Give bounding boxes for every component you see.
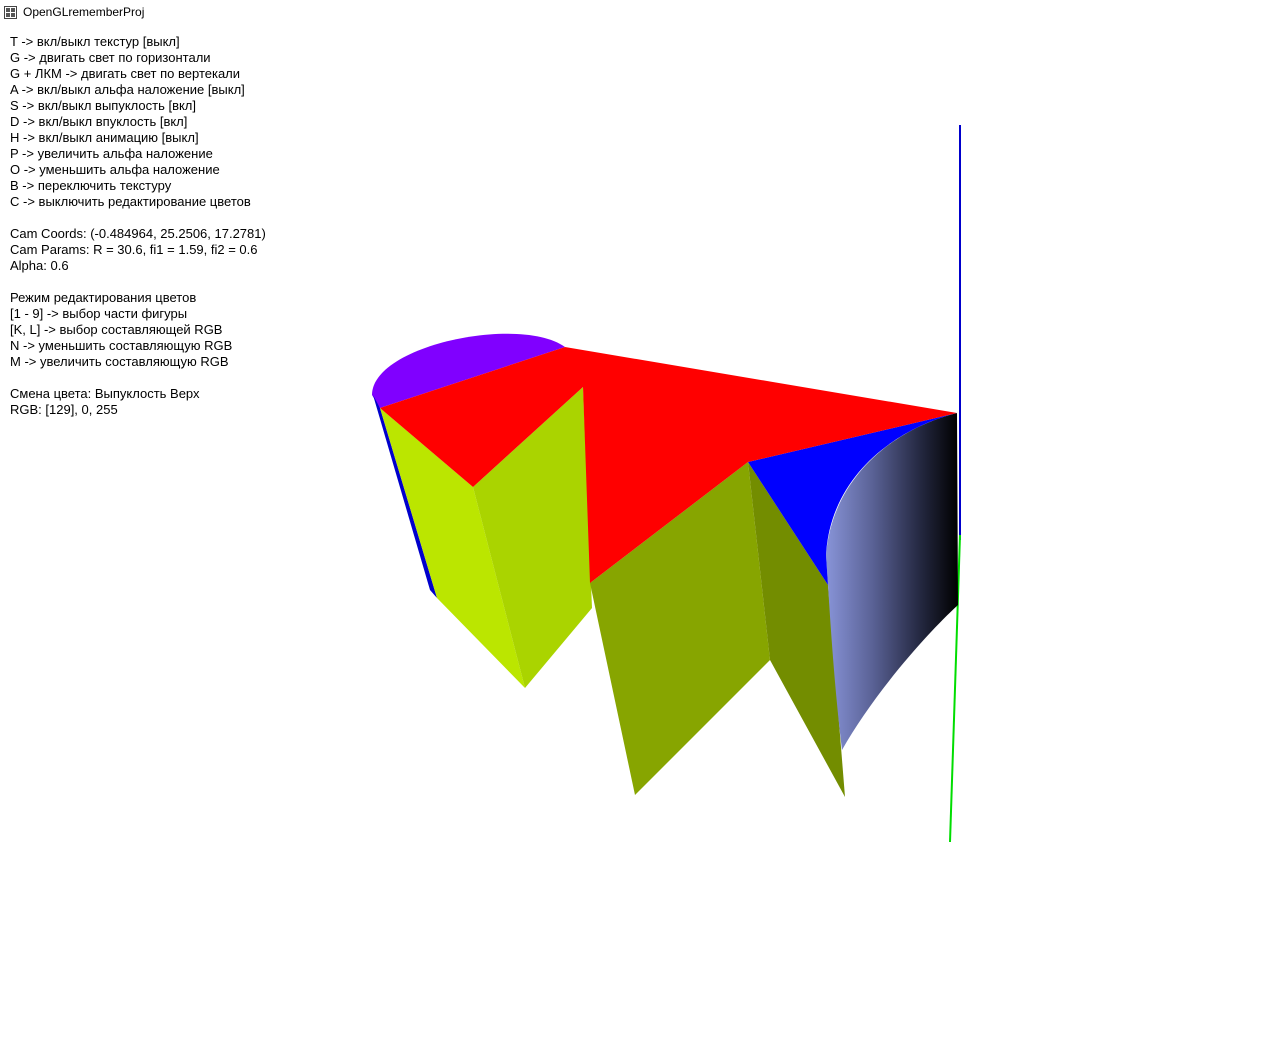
hud-line: O -> уменьшить альфа наложение: [10, 162, 220, 177]
concave-wall: [826, 413, 958, 750]
gl-viewport[interactable]: T -> вкл/выкл текстур [выкл] G -> двигат…: [0, 24, 1280, 1040]
hud-line: N -> уменьшить составляющую RGB: [10, 338, 233, 353]
hud-line: P -> увеличить альфа наложение: [10, 146, 213, 161]
wall-right: [748, 462, 845, 797]
hud-line: T -> вкл/выкл текстур [выкл]: [10, 34, 180, 49]
hud-blank: [10, 274, 266, 290]
hud-cam-params: Cam Params: R = 30.6, fi1 = 1.59, fi2 = …: [10, 242, 258, 257]
hud-line: M -> увеличить составляющую RGB: [10, 354, 229, 369]
hud-blank: [10, 370, 266, 386]
hud-alpha: Alpha: 0.6: [10, 258, 69, 273]
hud-line: H -> вкл/выкл анимацию [выкл]: [10, 130, 199, 145]
wall-middle: [590, 462, 770, 795]
hud-color-target: Смена цвета: Выпуклость Верх: [10, 386, 200, 401]
hud-line: [1 - 9] -> выбор части фигуры: [10, 306, 188, 321]
wall-left-mid: [473, 387, 592, 688]
hud-color-mode-title: Режим редактирования цветов: [10, 290, 197, 305]
hud-line: G + ЛКМ -> двигать свет по вертекали: [10, 66, 241, 81]
hud-line: C -> выключить редактирование цветов: [10, 194, 251, 209]
hud-rgb: RGB: [129], 0, 255: [10, 402, 118, 417]
window-title: OpenGLrememberProj: [23, 5, 145, 19]
concave-top-face: [748, 413, 957, 585]
hud-line: S -> вкл/выкл выпуклость [вкл]: [10, 98, 197, 113]
wall-left-light: [380, 408, 525, 688]
window-app-icon[interactable]: [4, 5, 17, 19]
hud-cam-coords: Cam Coords: (-0.484964, 25.2506, 17.2781…: [10, 226, 266, 241]
hud-line: D -> вкл/выкл впуклость [вкл]: [10, 114, 188, 129]
hud-line: [K, L] -> выбор составляющей RGB: [10, 322, 223, 337]
hud-line: G -> двигать свет по горизонтали: [10, 50, 211, 65]
top-face: [380, 347, 957, 583]
scene-3d[interactable]: [0, 24, 1280, 1040]
hud-line: A -> вкл/выкл альфа наложение [выкл]: [10, 82, 245, 97]
convex-side-edge: [373, 395, 437, 598]
hud-line: B -> переключить текстуру: [10, 178, 172, 193]
hud-overlay: T -> вкл/выкл текстур [выкл] G -> двигат…: [10, 34, 266, 418]
hud-blank: [10, 210, 266, 226]
axis-y-line: [949, 534, 961, 843]
convex-top-face: [372, 333, 565, 408]
title-bar[interactable]: OpenGLrememberProj: [0, 0, 1280, 24]
